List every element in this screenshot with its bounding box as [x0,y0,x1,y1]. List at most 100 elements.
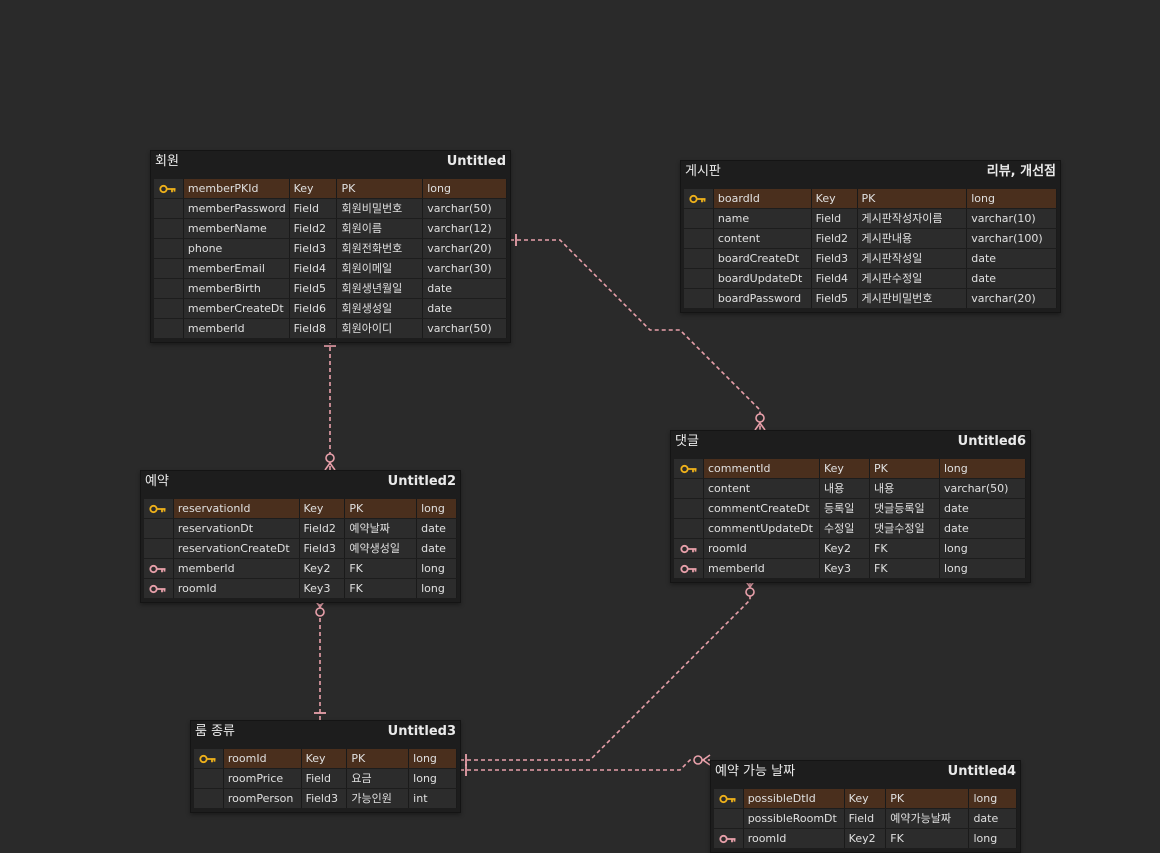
table-reservation[interactable]: 예약 Untitled2 reservationId Key PK long reserv… [140,470,461,603]
column-logical-name: 회원이메일 [337,259,424,278]
table-row[interactable]: memberId Field8 회원아이디 varchar(50) [154,319,507,338]
table-row[interactable]: roomPrice Field 요금 long [194,769,457,788]
table-row[interactable]: commentUpdateDt 수정일 댓글수정일 date [674,519,1027,538]
column-type: date [417,539,457,558]
table-alias: Untitled6 [957,434,1026,449]
column-type: long [940,559,1026,578]
column-name: memberBirth [183,279,290,298]
key-gold-icon [194,749,224,768]
table-row[interactable]: roomId Key2 FK long [674,539,1027,558]
column-type: long [423,179,507,198]
key-gold-icon [154,179,184,198]
table-room[interactable]: 룸 종류 Untitled3 roomId Key PK long roomPrice Fi… [190,720,461,813]
column-name: boardCreateDt [713,249,812,268]
table-name: 예약 [145,474,169,489]
table-row[interactable]: memberPKId Key PK long [154,179,507,198]
empty-key-cell [154,199,184,218]
relationship-line [460,580,751,761]
column-kind: Field [289,199,338,218]
table-alias: 리뷰, 개선점 [986,164,1056,179]
column-kind: 내용 [820,479,870,498]
column-type: date [417,519,457,538]
table-row[interactable]: memberName Field2 회원이름 varchar(12) [154,219,507,238]
table-row[interactable]: memberId Key2 FK long [144,559,457,578]
table-available[interactable]: 예약 가능 날짜 Untitled4 possibleDtId Key PK long p… [710,760,1021,853]
table-row[interactable]: boardId Key PK long [684,189,1058,208]
column-name: name [713,209,812,228]
column-kind: Field2 [811,229,858,248]
table-row[interactable]: phone Field3 회원전화번호 varchar(20) [154,239,507,258]
column-type: varchar(20) [967,289,1058,308]
empty-key-cell [154,279,184,298]
empty-key-cell [144,539,174,558]
column-type: date [940,499,1026,518]
column-logical-name: 내용 [870,479,940,498]
table-alias: Untitled [446,154,506,169]
column-kind: Field8 [289,319,338,338]
column-name: commentId [704,459,820,478]
column-name: memberEmail [183,259,290,278]
column-kind: Field4 [811,269,858,288]
table-row[interactable]: roomId Key PK long [194,749,457,768]
table-row[interactable]: memberBirth Field5 회원생년월일 date [154,279,507,298]
relationship-room-available[interactable] [460,754,711,776]
column-type: long [969,789,1017,808]
column-kind: Key [299,499,346,518]
table-row[interactable]: roomPerson Field3 가능인원 int [194,789,457,808]
column-type: long [940,459,1026,478]
table-row[interactable]: commentId Key PK long [674,459,1027,478]
column-logical-name: 댓글등록일 [870,499,940,518]
column-logical-name: PK [347,749,410,768]
table-row[interactable]: possibleRoomDt Field 예약가능날짜 date [714,809,1017,828]
column-kind: Key3 [820,559,870,578]
column-type: varchar(30) [423,259,507,278]
relationship-room-reservation[interactable] [314,599,326,720]
table-name: 룸 종류 [195,724,236,739]
column-name: reservationId [173,499,300,518]
column-logical-name: 회원비밀번호 [337,199,424,218]
column-kind: Field3 [299,539,346,558]
relationship-room-comment[interactable] [460,579,756,766]
table-row[interactable]: memberId Key3 FK long [674,559,1027,578]
table-row[interactable]: memberCreateDt Field6 회원생성일 date [154,299,507,318]
column-name: commentCreateDt [704,499,820,518]
cardinality-zero-marker [315,607,325,617]
table-row[interactable]: content Field2 게시판내용 varchar(100) [684,229,1058,248]
table-alias: Untitled4 [947,764,1016,779]
table-row[interactable]: possibleDtId Key PK long [714,789,1017,808]
table-row[interactable]: reservationCreateDt Field3 예약생성일 date [144,539,457,558]
table-row[interactable]: boardCreateDt Field3 게시판작성일 date [684,249,1058,268]
table-comment[interactable]: 댓글 Untitled6 commentId Key PK long content 내용 내… [670,430,1031,583]
column-name: roomPrice [223,769,302,788]
relationship-line [460,759,710,771]
column-logical-name: PK [337,179,424,198]
table-row[interactable]: name Field 게시판작성자이름 varchar(10) [684,209,1058,228]
table-row[interactable]: memberPassword Field 회원비밀번호 varchar(50) [154,199,507,218]
column-name: roomId [223,749,302,768]
column-logical-name: 게시판내용 [857,229,968,248]
key-gold-icon [144,499,174,518]
table-row[interactable]: commentCreateDt 등록일 댓글등록일 date [674,499,1027,518]
relationship-member-reservation[interactable] [324,340,336,471]
table-row[interactable]: reservationDt Field2 예약날짜 date [144,519,457,538]
column-kind: Field4 [289,259,338,278]
table-row[interactable]: reservationId Key PK long [144,499,457,518]
table-row[interactable]: boardUpdateDt Field4 게시판수정일 date [684,269,1058,288]
table-row[interactable]: memberEmail Field4 회원이메일 varchar(30) [154,259,507,278]
table-row[interactable]: boardPassword Field5 게시판비밀번호 varchar(20) [684,289,1058,308]
empty-key-cell [684,269,714,288]
column-name: content [704,479,820,498]
table-name: 게시판 [685,164,721,179]
cardinality-zero-marker [693,755,703,765]
column-name: boardPassword [713,289,812,308]
table-member[interactable]: 회원 Untitled memberPKId Key PK long memberPass… [150,150,511,343]
table-row[interactable]: content 내용 내용 varchar(50) [674,479,1027,498]
table-row[interactable]: roomId Key3 FK long [144,579,457,598]
column-name: memberName [183,219,290,238]
column-logical-name: 회원아이디 [337,319,424,338]
table-board[interactable]: 게시판 리뷰, 개선점 boardId Key PK long name Field 게시판작… [680,160,1061,313]
column-logical-name: FK [870,539,940,558]
table-row[interactable]: roomId Key2 FK long [714,829,1017,848]
cardinality-zero-marker [745,587,755,597]
